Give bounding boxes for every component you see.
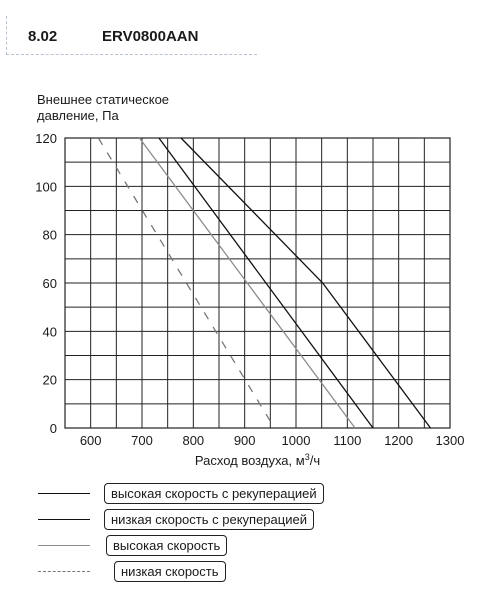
legend-swatch	[38, 545, 90, 546]
series-line-3	[138, 137, 356, 429]
x-tick-label: 1000	[282, 433, 311, 448]
x-tick-label: 900	[234, 433, 256, 448]
legend-label: низкая скорость с рекуперацией	[104, 509, 314, 530]
legend-swatch	[38, 519, 90, 520]
legend-item: низкая скорость	[38, 561, 368, 582]
x-tick-label: 1300	[436, 433, 465, 448]
model-name: ERV0800AAN	[102, 28, 199, 45]
x-axis-title-text: Расход воздуха, м	[195, 453, 305, 468]
x-tick-label: 1100	[333, 433, 361, 448]
x-tick-label: 1200	[384, 433, 413, 448]
header-frame	[6, 16, 257, 55]
y-tick-label: 100	[35, 179, 57, 194]
plot-frame	[64, 137, 451, 429]
x-tick-label: 700	[131, 433, 153, 448]
y-axis-title: Внешнее статическое давление, Па	[37, 92, 169, 124]
y-tick-label: 80	[43, 228, 57, 243]
y-axis-title-line-2: давление, Па	[37, 108, 119, 123]
legend-item: высокая скорость с рекуперацией	[38, 483, 368, 504]
section-number: 8.02	[28, 28, 58, 45]
legend-swatch	[38, 493, 90, 494]
legend-label: высокая скорость с рекуперацией	[104, 483, 324, 504]
x-tick-label: 600	[80, 433, 102, 448]
y-axis-title-line-1: Внешнее статическое	[37, 92, 170, 107]
x-axis-title-tail: /ч	[310, 453, 320, 468]
legend-item: высокая скорость	[38, 535, 368, 556]
legend-swatch	[38, 571, 90, 572]
x-axis-title-superscript: 3	[305, 452, 310, 462]
y-tick-label: 40	[43, 324, 57, 339]
y-tick-label: 20	[43, 373, 57, 388]
x-tick-label: 800	[182, 433, 204, 448]
series-line-1	[180, 137, 432, 429]
legend-item: низкая скорость с рекуперацией	[38, 509, 368, 530]
series-line-4	[97, 137, 275, 429]
legend-label: низкая скорость	[114, 561, 226, 582]
x-axis-title: Расход воздуха, м3/ч	[195, 452, 320, 468]
y-tick-label: 60	[43, 276, 57, 291]
legend-label: высокая скорость	[106, 535, 228, 556]
y-tick-label: 0	[50, 421, 57, 436]
series-line-2	[158, 137, 374, 429]
y-tick-label: 120	[35, 131, 57, 146]
